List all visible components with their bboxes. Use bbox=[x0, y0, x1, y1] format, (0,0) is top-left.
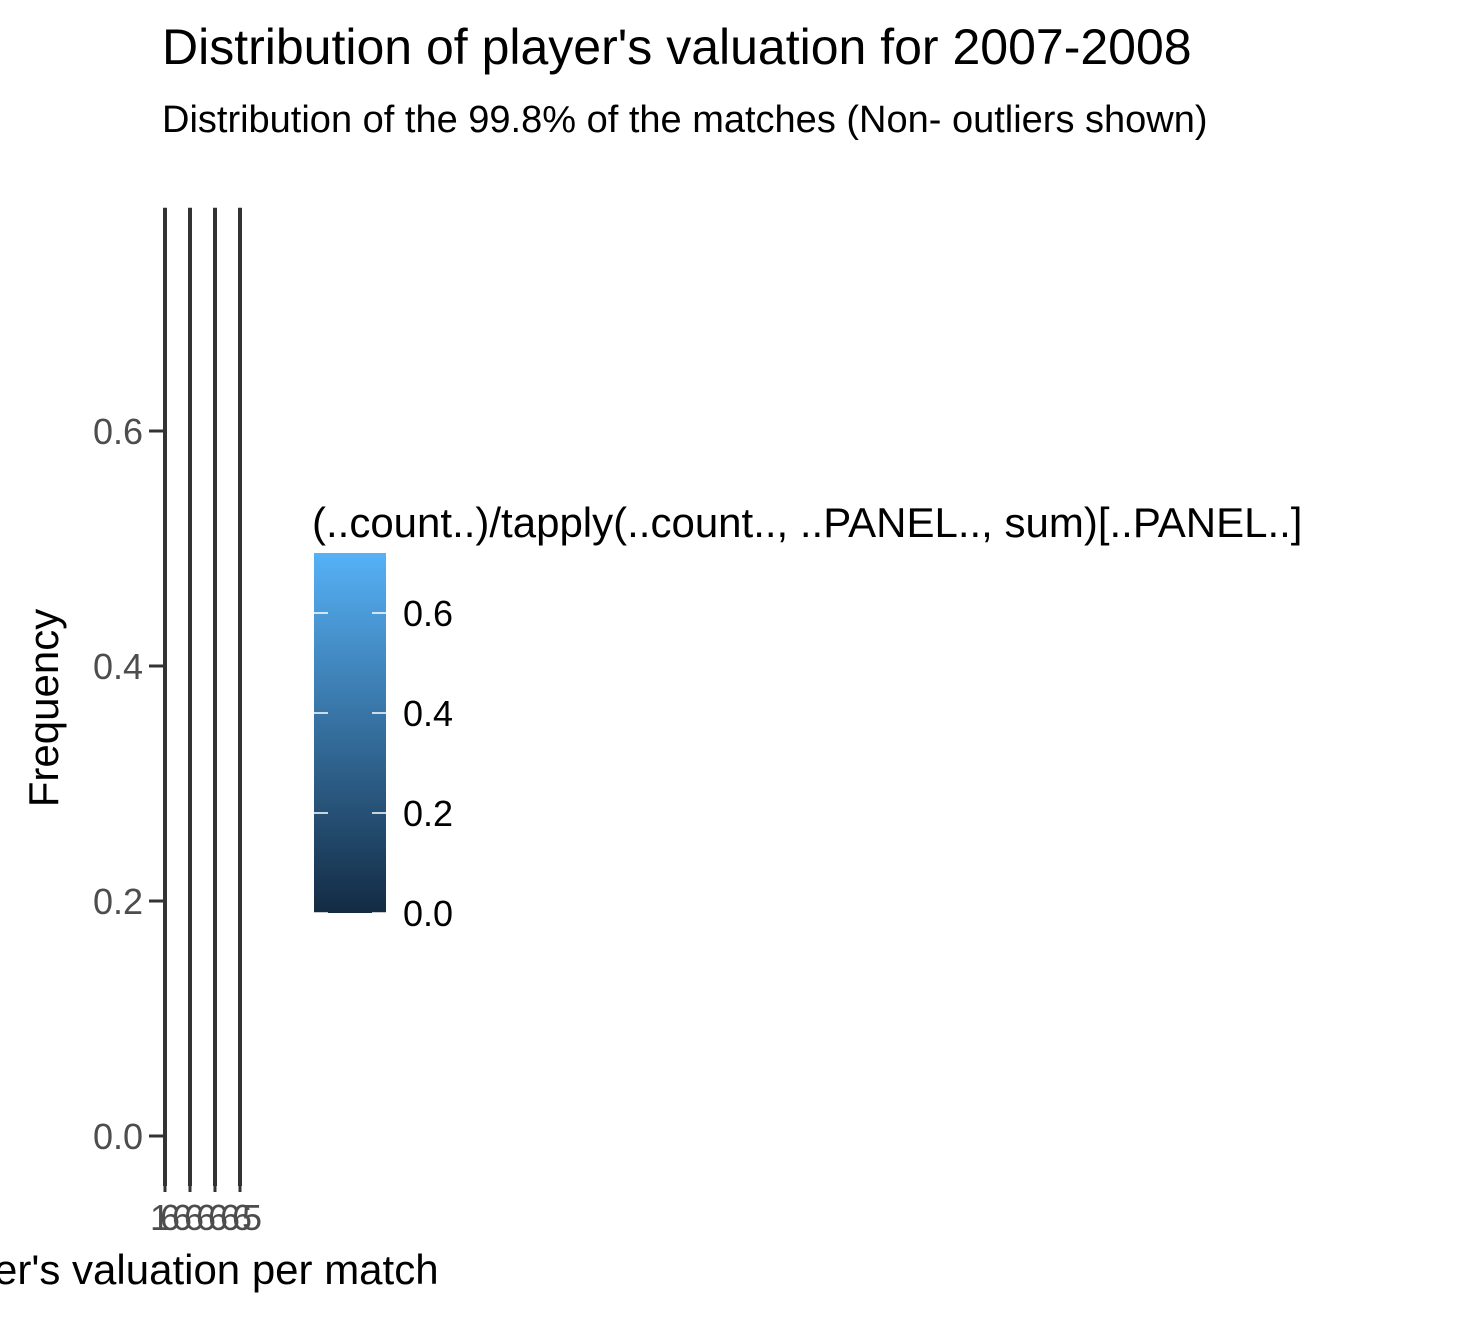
y-axis: 0.0 0.2 0.4 0.6 bbox=[93, 411, 163, 1157]
y-tick-label-2: 0.4 bbox=[93, 646, 143, 687]
x-tick-label-0: 1 bbox=[150, 1197, 170, 1238]
x-tick-label-4: 6 bbox=[196, 1197, 216, 1238]
x-tick-label-3: 6 bbox=[184, 1197, 204, 1238]
x-axis-title: er's valuation per match bbox=[0, 1246, 439, 1293]
x-tick-label-5: 6 bbox=[208, 1197, 228, 1238]
legend-label-3: 0.0 bbox=[403, 893, 453, 934]
chart-title: Distribution of player's valuation for 2… bbox=[162, 19, 1192, 75]
chart-subtitle: Distribution of the 99.8% of the matches… bbox=[162, 99, 1208, 141]
legend-title: (..count..)/tapply(..count.., ..PANEL..,… bbox=[312, 499, 1302, 546]
legend-label-2: 0.2 bbox=[403, 793, 453, 834]
legend-colorbar bbox=[314, 553, 386, 913]
x-tick-label-8: 5 bbox=[242, 1197, 262, 1238]
x-tick-label-2: 6 bbox=[172, 1197, 192, 1238]
bars-group bbox=[163, 207, 242, 1186]
x-tick-label-1: 6 bbox=[160, 1197, 180, 1238]
y-tick-label-3: 0.6 bbox=[93, 411, 143, 452]
legend: (..count..)/tapply(..count.., ..PANEL..,… bbox=[312, 499, 1302, 934]
legend-ticks: 0.6 0.4 0.2 0.0 bbox=[314, 593, 453, 934]
y-tick-label-1: 0.2 bbox=[93, 881, 143, 922]
y-axis-title: Frequency bbox=[20, 609, 67, 807]
legend-label-1: 0.4 bbox=[403, 693, 453, 734]
x-tick-label-7: 6 bbox=[232, 1197, 252, 1238]
y-tick-label-0: 0.0 bbox=[93, 1116, 143, 1157]
x-tick-label-6: 6 bbox=[220, 1197, 240, 1238]
legend-label-0: 0.6 bbox=[403, 593, 453, 634]
